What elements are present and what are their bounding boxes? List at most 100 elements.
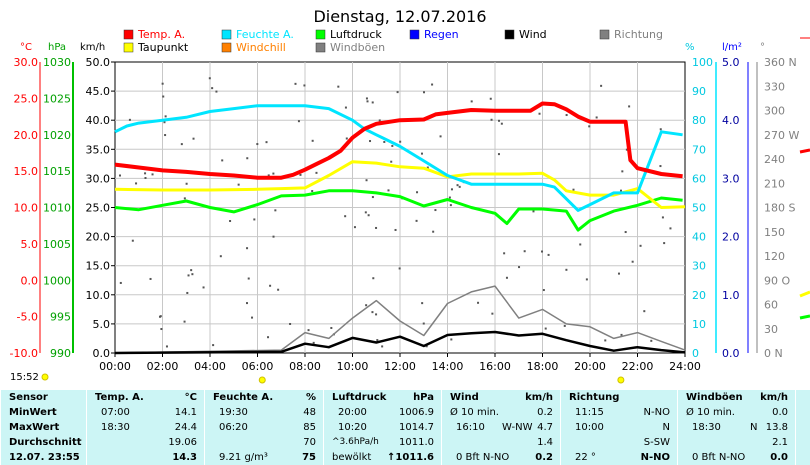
direction-dot — [299, 173, 302, 176]
y-tick-pressure: 1015 — [43, 165, 71, 178]
legend-swatch — [123, 42, 134, 53]
y-tick-temp: 20.0 — [14, 129, 39, 142]
y-tick-rain: 5.0 — [722, 56, 740, 69]
legend-label: Luftdruck — [330, 28, 382, 41]
stats-cell: 11:15 — [575, 407, 604, 418]
data-series — [114, 101, 686, 355]
direction-dot — [470, 100, 473, 103]
direction-dot — [398, 267, 401, 270]
direction-dot — [208, 77, 211, 80]
direction-dot — [365, 304, 368, 307]
y-tick-rain: 2.0 — [722, 231, 740, 244]
y-tick-pressure: 1000 — [43, 274, 71, 287]
stats-row-label: MinWert — [9, 407, 57, 418]
x-tick-label: 10:00 — [337, 360, 369, 373]
stats-cell: 18:30 — [692, 422, 721, 433]
direction-dot — [565, 114, 568, 117]
direction-dot — [247, 277, 250, 280]
stats-row-label: 12.07. 23:55 — [9, 452, 80, 463]
axis-unit-temp: °C — [20, 42, 32, 53]
direction-dot — [396, 91, 399, 94]
stats-cell: ↑1011.6 — [387, 452, 434, 463]
y-tick-humidity: 10 — [692, 318, 706, 331]
direction-dot — [187, 274, 190, 277]
stats-cell: 24.4 — [174, 422, 197, 433]
direction-dot — [661, 216, 664, 219]
time-marker — [41, 373, 49, 381]
direction-dot — [315, 171, 318, 174]
stats-cell: 16:10 — [456, 422, 485, 433]
y-tick-direction: 120 — [764, 250, 785, 263]
direction-dot — [186, 291, 189, 294]
direction-dot — [431, 83, 434, 86]
direction-dot — [229, 220, 232, 223]
legend-swatch — [123, 29, 134, 40]
legend-label: Windböen — [330, 41, 385, 54]
legend-label: Richtung — [614, 28, 663, 41]
direction-dot — [267, 336, 270, 339]
direction-dot — [311, 139, 314, 142]
direction-dot — [565, 268, 568, 271]
stats-cell: 0.0 — [772, 407, 788, 418]
stats-cell: 22 ° — [575, 452, 596, 463]
direction-dot — [390, 160, 393, 163]
direction-dot — [505, 276, 508, 279]
direction-dot — [621, 170, 624, 173]
direction-dot — [456, 184, 459, 187]
direction-dot — [547, 253, 550, 256]
direction-dot — [365, 179, 368, 182]
x-tick-label: 04:00 — [194, 360, 226, 373]
direction-dot — [518, 266, 521, 269]
y-tick-wind: 20.0 — [86, 231, 111, 244]
direction-dot — [337, 85, 340, 88]
direction-dot — [491, 312, 494, 315]
y-tick-temp: 10.0 — [14, 202, 39, 215]
direction-dot — [345, 137, 348, 140]
direction-dot — [149, 277, 152, 280]
stats-cell: 07:00 — [101, 407, 130, 418]
direction-dot — [330, 326, 333, 329]
y-tick-pressure: 1025 — [43, 92, 71, 105]
stats-cell: 9.21 g/m³ — [219, 452, 268, 463]
direction-dot — [118, 174, 121, 177]
y-tick-pressure: 995 — [50, 311, 71, 324]
direction-dot — [498, 119, 501, 122]
stats-cell: 48 — [303, 407, 316, 418]
direction-dot — [595, 116, 598, 119]
stats-col-gust: Windböen km/h Ø 10 min. 0.0 18:30 N 13.8 2.1… — [677, 390, 796, 465]
y-tick-wind: 25.0 — [86, 202, 111, 215]
y-tick-rain: 1.0 — [722, 289, 740, 302]
direction-dot — [544, 327, 547, 330]
weather-chart: Dienstag, 12.07.2016 Temp. A. Feuchte A. L… — [10, 7, 810, 384]
x-tick-label: 16:00 — [479, 360, 511, 373]
stats-cell: 0.2 — [535, 452, 553, 463]
legend-swatch — [221, 42, 232, 53]
y-tick-wind: 30.0 — [86, 172, 111, 185]
direction-dot — [267, 174, 270, 177]
direction-dot — [131, 239, 134, 242]
direction-dot — [432, 230, 435, 233]
stats-cell: 19.06 — [168, 437, 197, 448]
y-tick-direction: 30 — [764, 323, 778, 336]
y-tick-humidity: 90 — [692, 85, 706, 98]
direction-dot — [371, 196, 374, 199]
direction-dot — [212, 344, 215, 347]
direction-dot — [448, 196, 451, 199]
y-tick-humidity: 40 — [692, 231, 706, 244]
y-axes: 30.025.020.015.010.05.00.0-5.0-10.010301… — [10, 56, 800, 360]
direction-dot — [541, 250, 544, 253]
direction-dot — [458, 185, 461, 188]
legend-swatch — [409, 29, 420, 40]
direction-dot — [381, 345, 384, 348]
direction-dot — [369, 140, 372, 143]
direction-dot — [617, 272, 620, 275]
y-tick-pressure: 1005 — [43, 238, 71, 251]
direction-dot — [643, 310, 646, 313]
direction-dot — [542, 289, 545, 292]
right-edge-marks — [799, 37, 810, 320]
y-tick-temp: -5.0 — [17, 311, 38, 324]
direction-dot — [624, 231, 627, 234]
stats-header-hum: Feuchte A. — [213, 392, 274, 403]
direction-dot — [165, 345, 168, 348]
stats-col-end — [795, 390, 810, 465]
